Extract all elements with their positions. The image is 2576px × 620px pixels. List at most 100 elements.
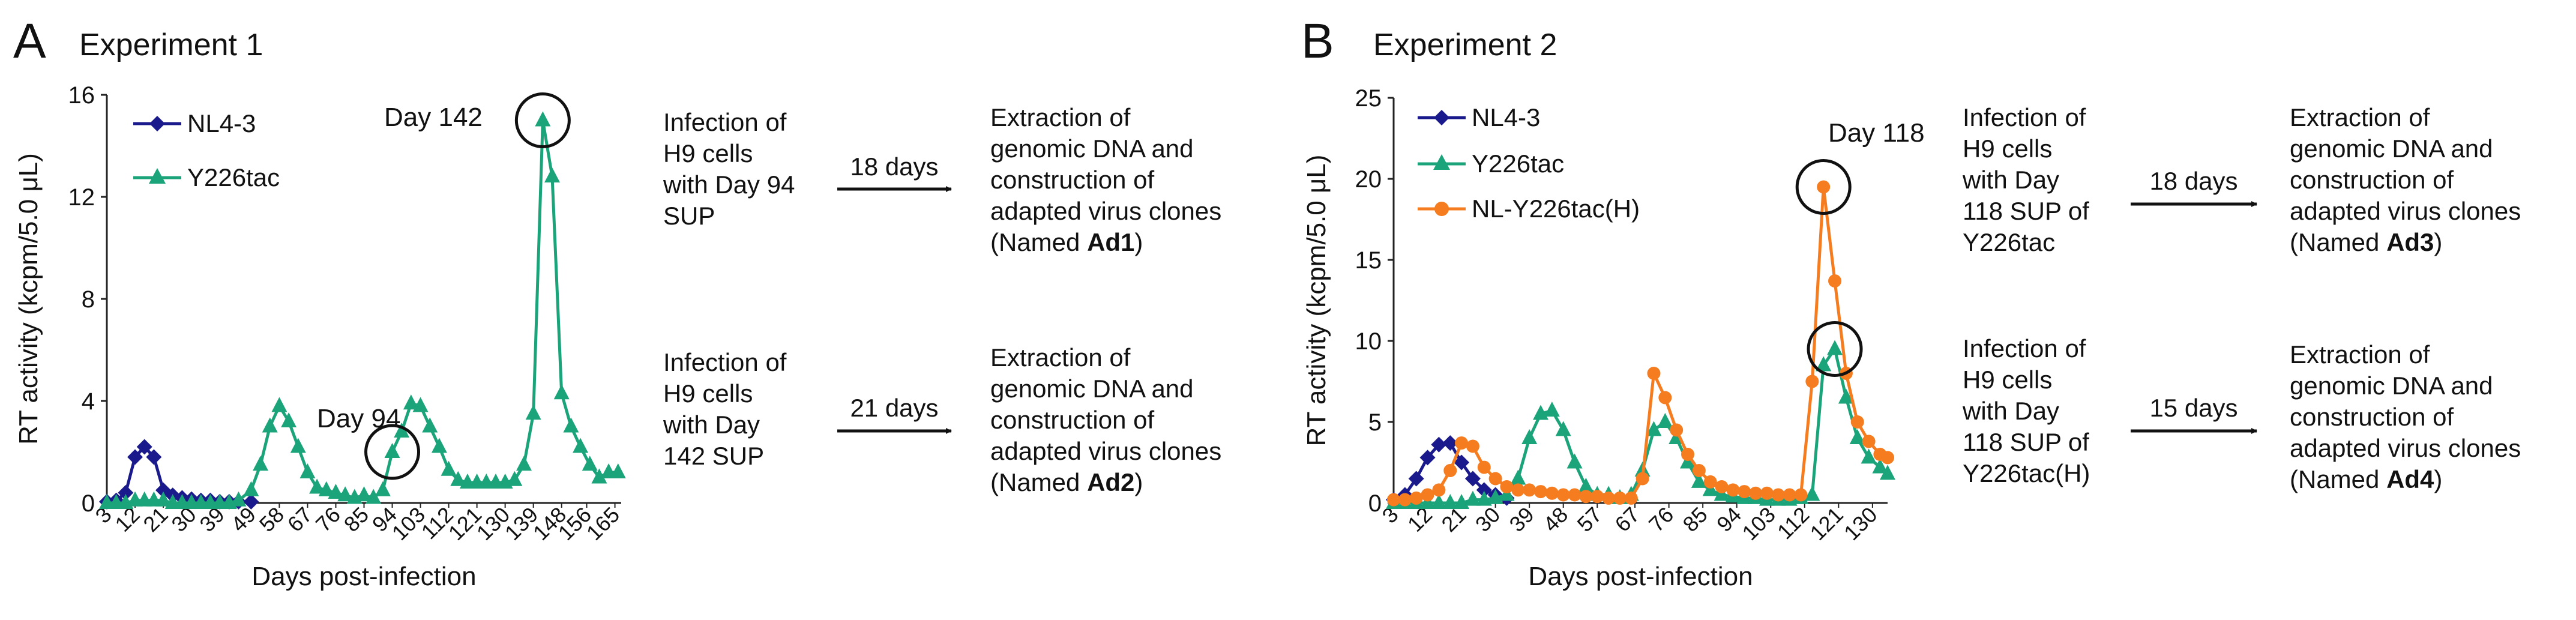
highlight-circle: [1795, 159, 1852, 215]
flow-a1-infection: Infection of H9 cells with Day 94 SUP: [663, 107, 795, 232]
data-point-nly226tach: [1692, 464, 1706, 477]
flow-line: Extraction of: [990, 103, 1131, 131]
x-tick-label: 130: [1839, 502, 1882, 545]
flow-arrows: 18 days 21 days 18 days 15 days: [837, 152, 2257, 434]
data-point-y226tac: [1476, 490, 1492, 506]
legend-marker-y226tac: [149, 168, 166, 184]
x-tick-label: 39: [1505, 502, 1539, 537]
data-point-y226tac: [1872, 458, 1888, 474]
data-point-y226tac: [516, 456, 532, 471]
data-point-nly226tach: [1511, 483, 1525, 497]
panel-a-letter: A: [13, 14, 46, 68]
y-tick-label: 8: [82, 286, 95, 313]
flow-line: Y226tac(H): [1963, 459, 2090, 487]
data-point-nl43: [1442, 435, 1458, 451]
x-tick-label: 57: [1572, 502, 1607, 537]
data-point-y226tac: [1691, 472, 1707, 488]
x-tick-label: 76: [1644, 502, 1678, 537]
y-axis-label: RT activity (kcpm/5.0 μL): [14, 153, 43, 445]
data-point-nly226tach: [1477, 460, 1491, 474]
flow-line: Extraction of: [2290, 103, 2430, 131]
flow-line: genomic DNA and: [2290, 372, 2493, 400]
data-point-nly226tach: [1726, 483, 1740, 497]
flow-a2-duration: 21 days: [850, 394, 938, 422]
data-point-y226tac: [384, 443, 400, 458]
data-point-nly226tach: [1783, 488, 1796, 502]
data-point-nl43: [1408, 471, 1424, 487]
flow-line: H9 cells: [663, 139, 753, 167]
data-point-y226tac: [328, 484, 344, 499]
x-tick-label: 103: [1737, 502, 1780, 545]
data-point-nly226tach: [1409, 491, 1423, 505]
flow-line: genomic DNA and: [990, 134, 1194, 163]
data-point-nly226tach: [1862, 435, 1876, 448]
data-point-nly226tach: [1760, 486, 1774, 500]
flow-line: adapted virus clones: [2290, 197, 2521, 225]
data-point-nly226tach: [1590, 490, 1604, 504]
data-point-y226tac: [155, 491, 172, 507]
series-line-y226tac: [107, 119, 618, 505]
data-point-y226tac: [290, 438, 306, 453]
y-tick-label: 25: [1355, 85, 1382, 112]
data-point-y226tac: [1849, 429, 1865, 444]
clone-name-ad4: Ad4: [2386, 465, 2434, 493]
x-tick-label: 121: [1805, 502, 1848, 545]
data-point-y226tac: [253, 456, 269, 471]
data-point-nly226tach: [1421, 488, 1434, 502]
flow-line: construction of: [2290, 403, 2454, 431]
x-tick-label: 112: [1772, 502, 1814, 544]
data-point-y226tac: [591, 468, 607, 484]
y-tick-label: 0: [1368, 490, 1382, 517]
data-point-y226tac: [1804, 486, 1820, 501]
series-line-nly226tach: [1394, 185, 1888, 502]
flow-line: H9 cells: [663, 379, 753, 408]
data-point-y226tac: [422, 417, 438, 433]
flow-b2-result: Extraction of genomic DNA and constructi…: [2290, 339, 2521, 495]
y-axis-label: RT activity (kcpm/5.0 μL): [1302, 155, 1331, 447]
y-tick-label: 10: [1355, 328, 1382, 355]
data-point-y226tac: [610, 463, 626, 478]
flow-line: Infection of: [1963, 103, 2086, 131]
flow-line: H9 cells: [1963, 366, 2053, 394]
y-tick-label: 20: [1355, 166, 1382, 193]
data-point-y226tac: [337, 486, 354, 502]
data-point-y226tac: [271, 397, 287, 412]
data-point-nl43: [243, 493, 259, 510]
data-point-y226tac: [1861, 448, 1877, 464]
flow-line: with Day: [1963, 397, 2060, 425]
data-point-y226tac: [431, 438, 447, 453]
x-tick-label: 67: [1610, 502, 1644, 537]
y-tick-label: 5: [1368, 409, 1382, 436]
data-point-nly226tach: [1488, 472, 1502, 486]
data-point-y226tac: [375, 481, 391, 496]
flow-line: Infection of: [1963, 334, 2086, 363]
data-point-nly226tach: [1658, 391, 1672, 405]
data-point-nly226tach: [1670, 423, 1684, 437]
y-tick-label: 0: [82, 490, 95, 517]
data-point-y226tac: [553, 384, 570, 400]
data-point-y226tac: [366, 489, 382, 504]
flow-line: Y226tac: [1963, 228, 2056, 256]
flow-line: construction of: [990, 166, 1155, 194]
data-point-y226tac: [1510, 469, 1526, 485]
data-point-nly226tach: [1523, 483, 1536, 497]
flow-line: H9 cells: [1963, 134, 2053, 163]
data-point-y226tac: [230, 491, 247, 507]
panel-b-letter: B: [1301, 14, 1334, 68]
flow-line: Extraction of: [990, 343, 1131, 372]
y-tick-label: 4: [82, 388, 95, 415]
data-point-y226tac: [318, 481, 334, 496]
data-point-y226tac: [262, 417, 278, 433]
data-point-y226tac: [450, 471, 466, 486]
annotation-label: Day 142: [384, 103, 483, 132]
data-point-nly226tach: [1647, 367, 1661, 380]
panel-b-title: Experiment 2: [1373, 28, 1557, 62]
data-point-y226tac: [1464, 490, 1481, 506]
data-point-y226tac: [394, 423, 410, 438]
data-point-nly226tach: [1881, 451, 1894, 465]
data-point-nly226tach: [1455, 436, 1469, 450]
data-point-y226tac: [281, 412, 297, 427]
annotation-label: Day 118: [1828, 118, 1925, 148]
